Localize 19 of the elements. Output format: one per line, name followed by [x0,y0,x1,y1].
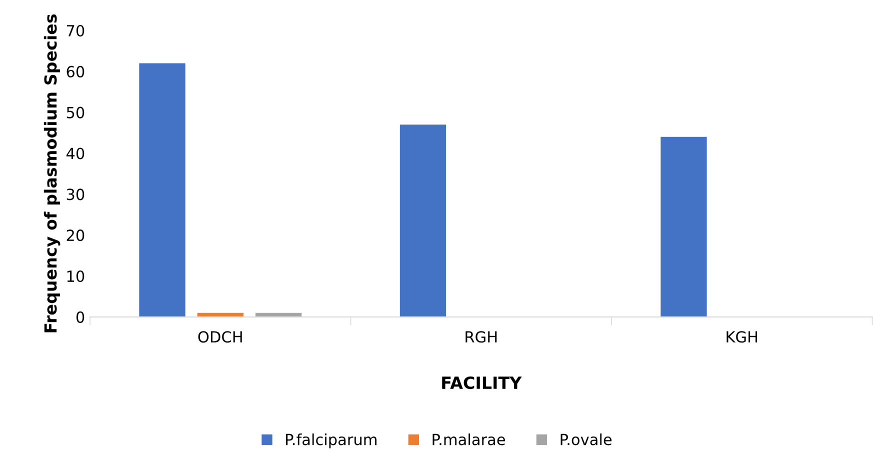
y-axis-title: Frequency of plasmodium Species [44,14,60,332]
y-tick-label: 10 [67,270,84,282]
bar [139,63,186,317]
y-tick-label: 70 [66,24,84,37]
x-tick-label: RGH [466,331,497,343]
y-tick-label: 40 [66,148,84,160]
legend-label: P.falciparum [286,433,376,448]
y-tick-label: 30 [66,188,84,200]
legend-label: P.malarae [432,433,506,446]
x-tick-label: ODCH [198,331,242,343]
legend-label: P.ovale [560,433,612,446]
x-axis-title: FACILITY [442,376,522,390]
y-tick-label: 20 [66,230,84,242]
y-tick-label: 0 [76,311,84,323]
y-tick-label: 60 [66,66,84,78]
bar [400,124,446,317]
y-tick-label: 50 [66,106,84,118]
x-tick-label: KGH [726,331,758,343]
bar [660,136,707,317]
